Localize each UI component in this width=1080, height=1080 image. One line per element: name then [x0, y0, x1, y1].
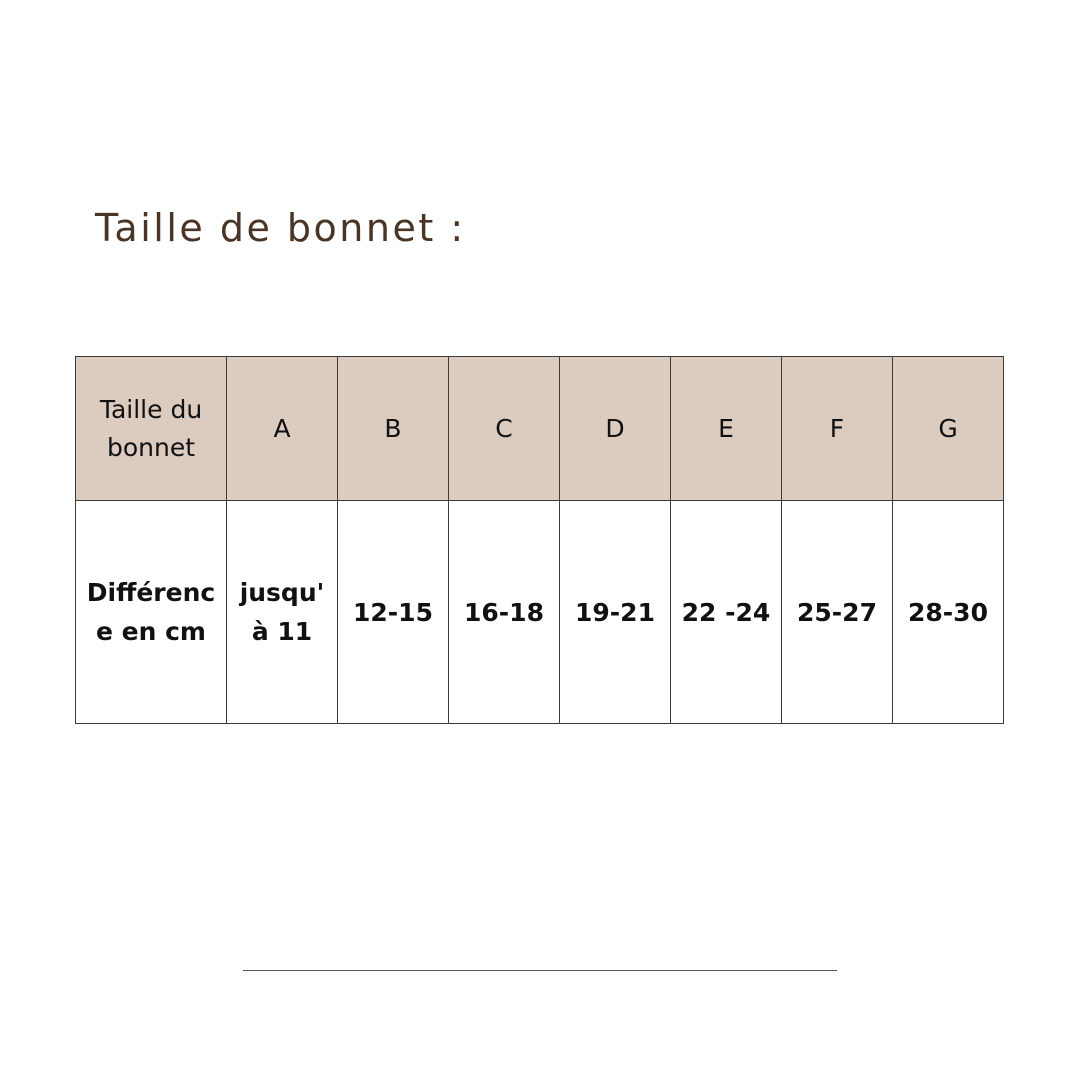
header-cup-g: G: [892, 356, 1004, 501]
row-label-line: Différenc: [86, 578, 216, 607]
value-line: jusqu': [239, 578, 325, 607]
header-cup-c: C: [448, 356, 560, 501]
page-title: Taille de bonnet :: [95, 206, 466, 250]
header-cup-d: D: [559, 356, 671, 501]
value-cup-a: jusqu' à 11: [226, 500, 338, 724]
value-cup-e: 22 -24: [670, 500, 782, 724]
row-label-cell: Différenc e en cm: [75, 500, 227, 724]
value-cup-g: 28-30: [892, 500, 1004, 724]
value-cup-c: 16-18: [448, 500, 560, 724]
table-header-row: Taille du bonnet A B C D E F G: [75, 356, 1004, 501]
value-cup-f: 25-27: [781, 500, 893, 724]
value-cup-b: 12-15: [337, 500, 449, 724]
divider-line: [243, 970, 837, 971]
row-label-line: e en cm: [96, 617, 206, 646]
header-cup-f: F: [781, 356, 893, 501]
header-label-line: Taille du: [99, 394, 203, 424]
header-cup-e: E: [670, 356, 782, 501]
header-label-cell: Taille du bonnet: [75, 356, 227, 501]
header-cup-b: B: [337, 356, 449, 501]
header-label-line: bonnet: [106, 432, 196, 462]
cup-size-table: Taille du bonnet A B C D E F G Différenc…: [75, 356, 1004, 724]
value-line: à 11: [251, 617, 313, 646]
header-cup-a: A: [226, 356, 338, 501]
value-cup-d: 19-21: [559, 500, 671, 724]
table-row: Différenc e en cm jusqu' à 11 12-15 16-1…: [75, 500, 1004, 724]
